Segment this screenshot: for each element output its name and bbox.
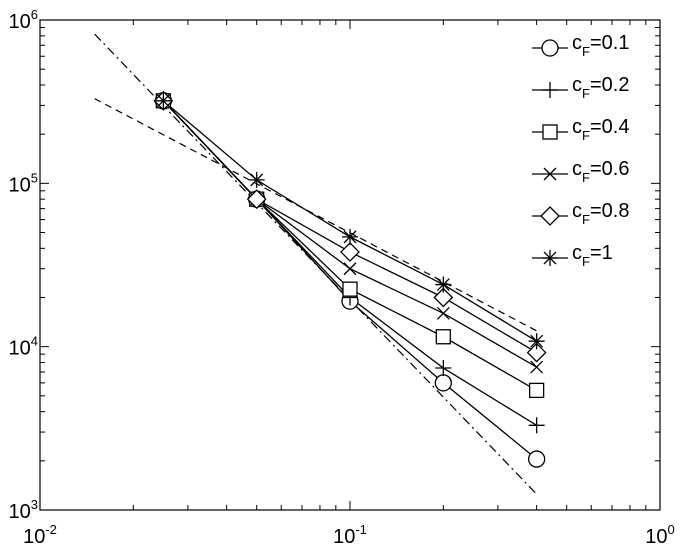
data-point-s2-p5 [528,417,545,434]
data-point-s2-p4 [435,360,452,377]
legend-marker-square [542,124,558,140]
series-markers [153,90,547,468]
y-tick-label-4: 106 [9,7,38,33]
data-point-s5-p5 [526,342,547,363]
data-point-s4-p5 [530,360,544,374]
x-tick-label-3: 100 [645,522,674,548]
y-tick-label-2: 104 [9,334,38,360]
legend-label: cF=0.1 [572,32,629,59]
x-tick-label-2: 10-1 [333,522,367,548]
data-point-s3-p5 [528,382,545,399]
legend-marker-asterisk [542,250,558,266]
axis-ticks [39,19,661,511]
legend-label: cF=0.2 [572,74,629,101]
legend-item-3: cF=0.4 [532,116,629,143]
plot-area [39,19,661,511]
data-point-s6-p4 [435,276,452,293]
data-point-s5-p3 [340,242,360,262]
data-point-s4-p3 [343,262,357,276]
data-point-s5-p2 [246,189,267,210]
data-point-s6-p3 [342,228,358,245]
y-tick-label-3: 105 [9,170,38,196]
data-point-s1-p4 [434,374,452,392]
data-point-s6-p5 [528,333,545,350]
x-tick-label-1: 10-2 [23,522,57,548]
data-point-s3-p3 [342,281,358,297]
legend-marker-plus [542,82,558,98]
legend-item-4: cF=0.6 [532,158,629,185]
legend-label: cF=0.4 [572,116,629,143]
legend-label: cF=0.6 [572,158,629,185]
legend: cF=0.1 cF=0.2 cF=0.4 cF=0.6 cF=0.8 cF=1 [532,32,629,269]
data-point-s3-p4 [435,329,451,345]
data-point-s6-p2 [248,171,265,188]
data-point-s6-p1 [155,92,172,109]
legend-label: cF=1 [572,242,613,269]
legend-item-2: cF=0.2 [532,74,629,101]
tick-labels: 10-2 10-1 100 103 104 105 106 [9,7,675,548]
data-point-s4-p4 [436,306,450,320]
data-point-s5-p4 [433,287,454,308]
legend-marker-circle [541,39,559,57]
legend-marker-diamond [540,206,560,226]
legend-item-5: cF=0.8 [532,200,629,227]
legend-label: cF=0.8 [572,200,629,227]
legend-item-1: cF=0.1 [532,32,629,59]
data-point-s1-p5 [527,450,546,468]
y-tick-label-1: 103 [9,497,38,523]
legend-marker-x [543,167,557,181]
legend-item-6: cF=1 [532,242,613,269]
